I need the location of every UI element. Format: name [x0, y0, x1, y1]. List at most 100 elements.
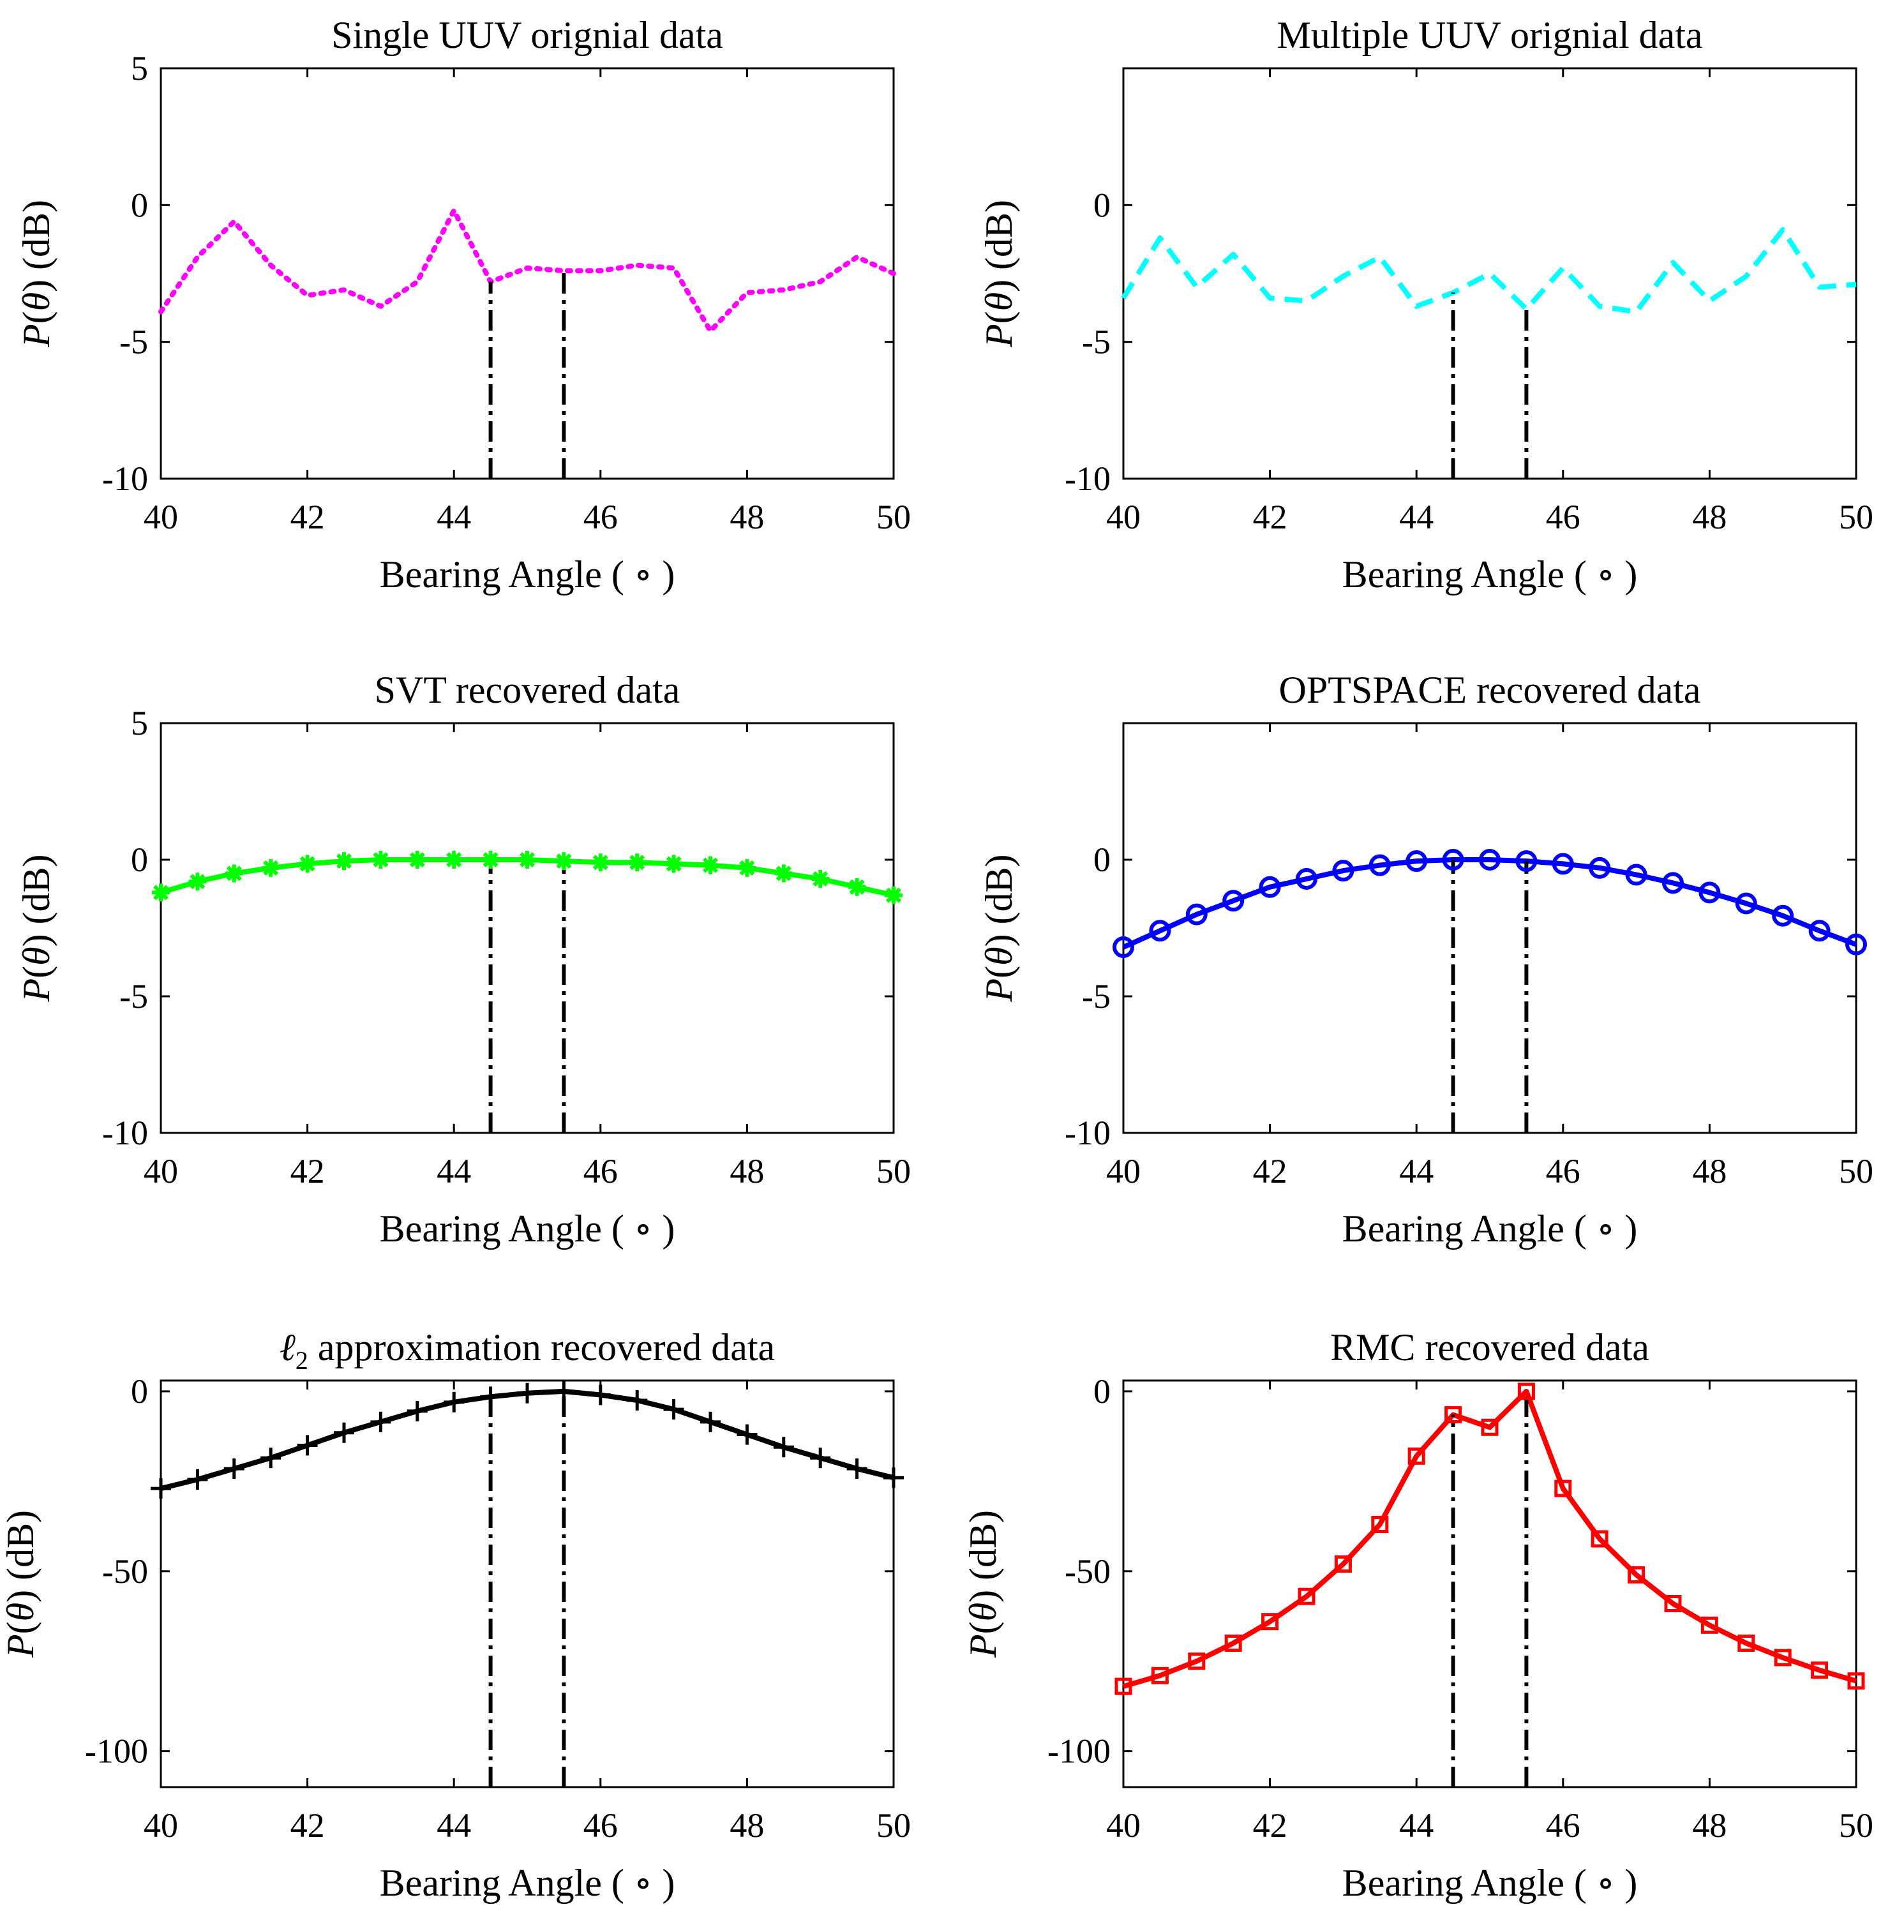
data-point [1774, 1649, 1792, 1666]
data-point-stroke [592, 855, 608, 871]
data-point-stroke [849, 879, 865, 895]
chart-panel-multiple-uuv: 40 42 44 46 48 50 -10 -5 0 Multiple UUV orignial … [978, 14, 1873, 595]
data-point [1261, 1613, 1279, 1631]
data-point-stroke [446, 851, 462, 868]
data-point [298, 855, 317, 873]
data-point [555, 852, 573, 871]
y-tick-label: 5 [131, 704, 148, 742]
data-point [1332, 860, 1354, 882]
data-point-stroke [885, 887, 902, 903]
data-point [225, 864, 243, 883]
data-point [738, 858, 756, 877]
axes-frame [160, 722, 895, 1134]
y-tick-label: -5 [119, 323, 148, 361]
x-tick-label: 42 [1253, 498, 1287, 536]
data-point-stroke [336, 853, 352, 869]
data-point-stroke [190, 874, 206, 890]
axes-frame [1122, 67, 1857, 480]
x-tick-label: 40 [1106, 498, 1141, 536]
data-point [590, 1384, 611, 1405]
data-point [553, 1381, 574, 1402]
x-axis-label: Bearing Angle ( ∘ ) [1342, 1862, 1638, 1904]
chart-panel-rmc: 40 42 44 46 48 50 -100 -50 0 RMC recovered data Be… [962, 1326, 1873, 1904]
x-tick-label: 42 [1253, 1152, 1287, 1190]
data-point [262, 858, 280, 877]
x-tick-label: 44 [1399, 1806, 1434, 1845]
data-point [774, 864, 793, 883]
x-tick-label: 40 [144, 498, 178, 536]
data-point [1442, 849, 1464, 871]
data-point [1479, 849, 1501, 871]
data-point [1406, 850, 1428, 872]
data-point [883, 1467, 904, 1488]
x-tick-label: 42 [290, 1806, 325, 1845]
data-point [151, 1478, 171, 1499]
data-point [1845, 933, 1867, 955]
y-tick-label: -100 [1047, 1732, 1111, 1771]
x-tick-label: 44 [437, 1152, 471, 1190]
data-point-stroke [739, 860, 755, 876]
x-axis-label: Bearing Angle ( ∘ ) [380, 553, 675, 595]
data-point-stroke [702, 857, 719, 873]
x-tick-label: 50 [876, 1152, 911, 1190]
data-point [188, 872, 207, 891]
data-point [480, 1386, 501, 1407]
x-tick-label: 46 [583, 1806, 618, 1845]
x-tick-label: 50 [876, 1806, 911, 1845]
axes-frame [160, 67, 895, 480]
data-point [664, 855, 683, 873]
data-point-stroke [299, 856, 315, 872]
data-point [371, 851, 390, 869]
data-point [663, 1399, 684, 1420]
data-point-stroke [373, 851, 389, 868]
data-point [885, 886, 903, 904]
data-point [223, 1458, 244, 1479]
chart-panel-svt: 40 42 44 46 48 50 -10 -5 0 5 SVT recovered data Bea… [15, 669, 911, 1250]
data-point [1371, 1515, 1389, 1533]
x-tick-label: 46 [1546, 498, 1580, 536]
y-tick-label: 0 [131, 1372, 148, 1411]
x-tick-label: 48 [1692, 1152, 1727, 1190]
x-tick-label: 44 [1399, 1152, 1434, 1190]
x-axis-label: Bearing Angle ( ∘ ) [1342, 553, 1638, 595]
data-point [445, 851, 463, 869]
data-point [1589, 857, 1611, 879]
chart-title: Single UUV orignial data [331, 14, 723, 56]
data-point [1188, 1652, 1206, 1670]
data-point [517, 1382, 537, 1404]
data-point [701, 856, 719, 874]
chart-title: OPTSPACE recovered data [1279, 669, 1701, 711]
data-point [1811, 1661, 1829, 1679]
x-tick-label: 42 [290, 498, 325, 536]
x-tick-label: 44 [1399, 498, 1434, 536]
data-point [1224, 1635, 1242, 1652]
chart-title: RMC recovered data [1330, 1326, 1649, 1368]
data-point [846, 1458, 867, 1479]
y-tick-label: -50 [102, 1552, 148, 1591]
data-point [1259, 876, 1281, 898]
y-axis-label: P(θ) (dB) [978, 854, 1020, 1002]
data-point [1296, 867, 1317, 890]
y-tick-label: -10 [1065, 460, 1111, 498]
chart-panel-optspace: 40 42 44 46 48 50 -10 -5 0 OPTSPACE recovered dat… [978, 669, 1873, 1250]
y-axis-label: P(θ) (dB) [15, 854, 57, 1002]
data-point [1700, 1616, 1718, 1634]
data-point [700, 1411, 721, 1432]
data-point [1735, 892, 1757, 915]
x-tick-label: 40 [1106, 1152, 1141, 1190]
chart-panel-single-uuv: 40 42 44 46 48 50 -10 -5 0 5 Single UUV orignial d… [15, 14, 911, 595]
y-tick-label: -10 [102, 460, 148, 498]
data-point [334, 1422, 354, 1443]
data-point-stroke [153, 885, 169, 901]
data-point [1407, 1447, 1425, 1465]
axes-frame [160, 1379, 895, 1788]
y-tick-label: 0 [131, 841, 148, 879]
data-point-stroke [483, 851, 498, 868]
x-tick-label: 46 [1546, 1806, 1580, 1845]
data-point [1772, 904, 1794, 927]
y-tick-label: -5 [1082, 323, 1111, 361]
y-tick-label: 5 [131, 49, 148, 87]
data-point [187, 1469, 208, 1490]
data-point [335, 852, 353, 871]
